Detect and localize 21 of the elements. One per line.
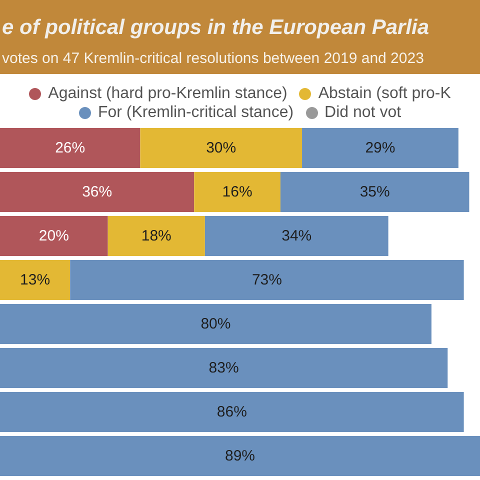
data-label: 18% [141, 228, 172, 244]
legend-label: For (Kremlin-critical stance) [98, 103, 294, 122]
data-label: 29% [365, 140, 396, 156]
data-label: 26% [55, 140, 86, 156]
data-label: 89% [224, 448, 256, 464]
data-label: 36% [82, 184, 112, 200]
data-label: 20% [38, 228, 69, 244]
legend-label: Against (hard pro-Kremlin stance) [48, 84, 288, 103]
data-label: 83% [208, 360, 239, 376]
legend-label: Did not vot [324, 103, 402, 122]
chart-title: e of political groups in the European Parlia [2, 16, 430, 39]
data-label: 73% [252, 272, 282, 288]
data-label: 30% [206, 140, 236, 156]
data-label: 35% [360, 184, 390, 200]
data-label: 80% [200, 316, 231, 332]
data-label: 16% [222, 184, 252, 200]
legend-label: Abstain (soft pro-K [318, 84, 451, 103]
data-label: 13% [20, 272, 50, 288]
data-label: 34% [282, 228, 312, 244]
chart-subtitle: votes on 47 Kremlin-critical resolutions between 2019 and 2023 [2, 50, 424, 67]
data-label: 86% [216, 404, 247, 420]
